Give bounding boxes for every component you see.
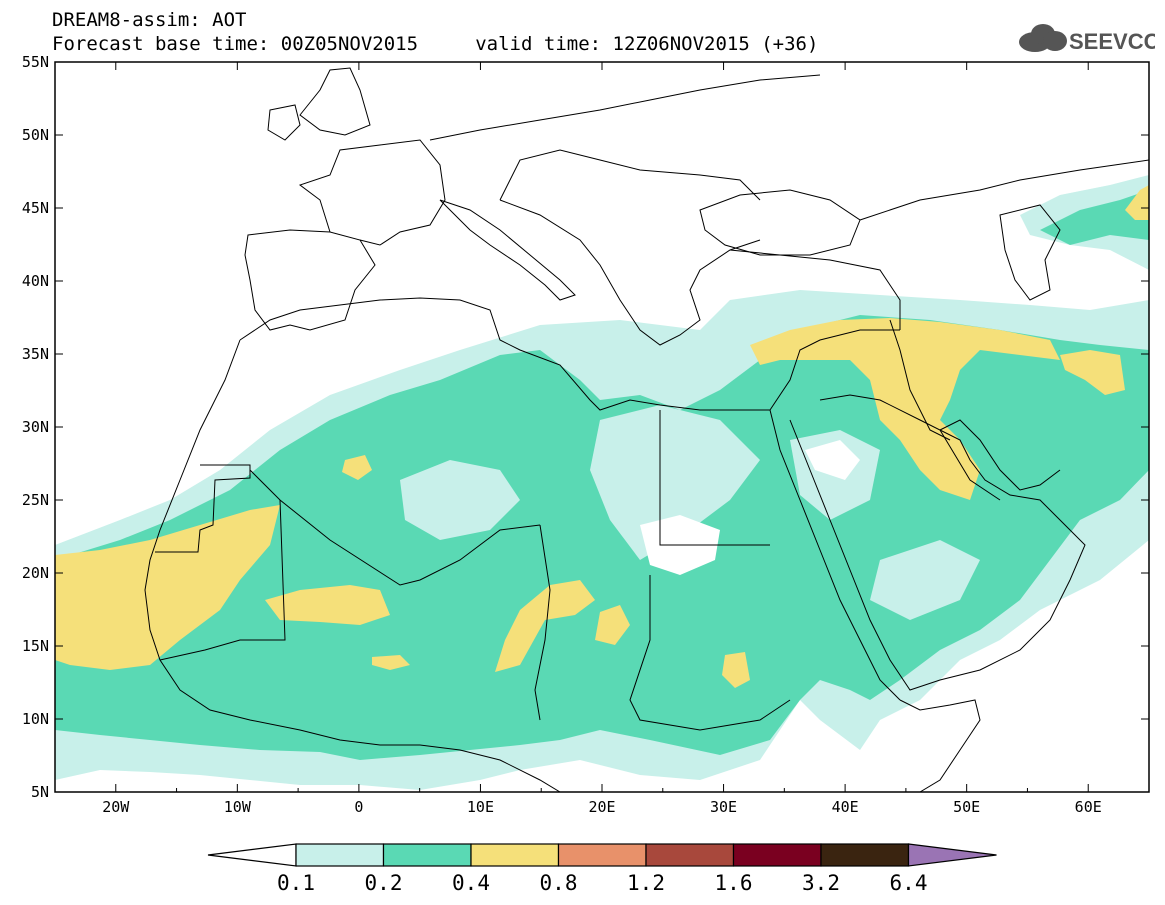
aot-field	[55, 175, 1149, 790]
lon-label: 30E	[710, 798, 737, 816]
border-east-europe	[429, 74, 821, 141]
aot-band-0.4-chad	[495, 580, 595, 672]
lat-label: 40N	[22, 272, 49, 290]
coast-black-sea	[699, 189, 861, 256]
coast-britain	[299, 67, 371, 136]
colorbar-label: 1.6	[715, 871, 753, 895]
lon-label: 40E	[832, 798, 859, 816]
aot-band-0.2	[55, 315, 1149, 760]
colorbar-box	[732, 843, 822, 867]
lat-label: 15N	[22, 637, 49, 655]
lon-label: 10W	[224, 798, 252, 816]
lon-label: 10E	[467, 798, 494, 816]
aot-hole-2	[590, 405, 760, 560]
colorbar-label: 3.2	[802, 871, 840, 895]
coast-red-sea-west	[769, 409, 901, 701]
border-turkey	[729, 249, 901, 330]
aot-band-0.4-sudan2	[722, 652, 750, 688]
lat-label: 25N	[22, 491, 49, 509]
coast-iberia	[244, 229, 376, 331]
longitude-axis: 20W 10W 0 10E 20E 30E 40E 50E 60E	[54, 62, 1150, 816]
border-libya-egypt	[659, 410, 770, 546]
colorbar-label: 0.8	[540, 871, 578, 895]
colorbar-box	[382, 843, 472, 867]
colorbar-label: 0.4	[452, 871, 490, 895]
colorbar-box	[645, 843, 735, 867]
aot-band-0.4-west	[55, 505, 280, 670]
lat-label: 20N	[22, 564, 49, 582]
colorbar-box	[820, 843, 910, 867]
aot-hole-5	[805, 440, 860, 480]
lat-label: 5N	[31, 783, 49, 801]
colorbar-box	[295, 843, 385, 867]
coast-red-sea-east	[789, 419, 1086, 691]
aot-band-0.4-sudan	[595, 605, 630, 645]
aot-band-0.4-iran	[1060, 350, 1125, 395]
lat-label: 30N	[22, 418, 49, 436]
aot-band-0.4-dot2	[372, 655, 410, 670]
coast-france	[298, 139, 446, 246]
coast-horn-africa	[899, 699, 981, 792]
aot-band-0.2-north	[1040, 190, 1149, 245]
coast-west-africa	[144, 339, 561, 792]
aot-band-0.4-dot1	[342, 455, 372, 480]
lon-label: 0	[354, 798, 363, 816]
border-western-sahara	[155, 464, 251, 553]
country-borders	[144, 67, 1149, 792]
aot-hole-6	[870, 540, 980, 620]
colorbar-box	[470, 843, 560, 867]
border-chad-sudan	[534, 524, 551, 721]
lat-label: 45N	[22, 199, 49, 217]
border-mali-niger	[159, 499, 286, 661]
colorbar-label: 6.4	[890, 871, 928, 895]
border-saudi	[819, 394, 1001, 501]
lat-label: 55N	[22, 53, 49, 71]
aot-hole-1	[400, 460, 520, 540]
lat-label: 50N	[22, 126, 49, 144]
lon-label: 50E	[953, 798, 980, 816]
lon-label: 60E	[1075, 798, 1102, 816]
cloud-icon	[1019, 24, 1067, 52]
coast-italy	[439, 199, 576, 301]
coast-north-africa	[239, 297, 770, 411]
lon-label: 20W	[102, 798, 130, 816]
border-europe-interior	[499, 149, 761, 201]
coast-persian-gulf	[939, 419, 1061, 491]
coast-caspian	[999, 204, 1061, 301]
border-sudan-east	[629, 575, 791, 731]
colorbar-label: 0.1	[277, 871, 315, 895]
border-kazakh	[859, 159, 1149, 221]
colorbar-label: 1.2	[627, 871, 665, 895]
logo-text: SEEVCCC	[1069, 29, 1155, 54]
border-iraq-iran	[889, 319, 951, 441]
seevccc-logo: SEEVCCC	[1019, 24, 1155, 54]
colorbar-label: 0.2	[365, 871, 403, 895]
aot-band-0.4-mali	[265, 585, 390, 625]
colorbar-under-triangle	[207, 843, 297, 867]
lon-label: 20E	[588, 798, 615, 816]
lat-label: 10N	[22, 710, 49, 728]
colorbar: 0.1 0.2 0.4 0.8 1.2 1.6 3.2 6.4	[207, 843, 997, 895]
colorbar-box	[557, 843, 647, 867]
latitude-axis: 55N 50N 45N 40N 35N 30N 25N 20N 15N 10N 5N	[22, 53, 1149, 801]
coast-balkans	[499, 199, 761, 346]
aot-band-0.4-caspian	[1125, 185, 1149, 220]
title-line-1: DREAM8-assim: AOT	[52, 9, 247, 31]
colorbar-over-triangle	[907, 843, 997, 867]
aot-band-0.4-middle-east	[750, 318, 1060, 500]
coast-levant	[769, 329, 900, 411]
border-algeria-mali	[249, 469, 541, 586]
title-line-2: Forecast base time: 00Z05NOV2015 valid t…	[52, 33, 819, 55]
lat-label: 35N	[22, 345, 49, 363]
coast-ireland	[267, 104, 301, 141]
